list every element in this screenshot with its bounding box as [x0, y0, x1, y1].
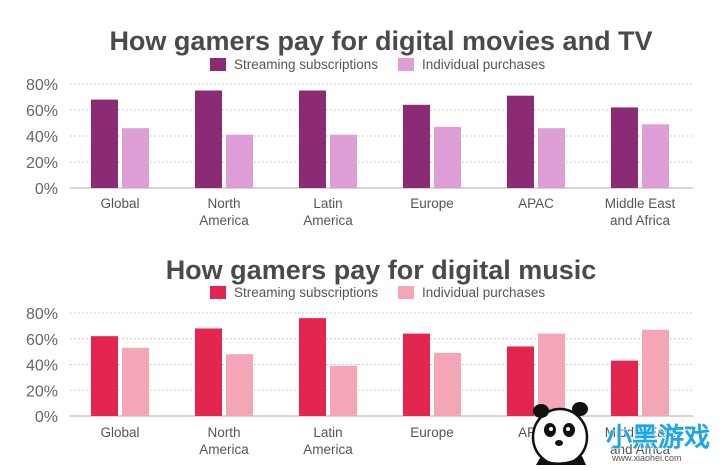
- y-tick-label: 40%: [26, 129, 58, 146]
- bar: [434, 126, 461, 188]
- legend-label: Individual purchases: [422, 57, 545, 72]
- bar: [611, 107, 638, 188]
- x-tick-label: Middle East and Africa: [605, 425, 676, 457]
- bar: [507, 95, 534, 188]
- x-tick-label: Middle East and Africa: [605, 196, 676, 228]
- y-tick-label: 60%: [26, 332, 58, 349]
- bar: [195, 90, 222, 188]
- watermark-title: 小黑游戏: [606, 422, 710, 452]
- y-tick-label: 40%: [26, 358, 58, 375]
- legend-swatch: [210, 58, 226, 71]
- bar: [91, 99, 118, 188]
- x-tick-label: Global: [100, 196, 139, 211]
- bar: [538, 333, 565, 416]
- legend-label: Streaming subscriptions: [234, 285, 378, 300]
- bar: [299, 318, 326, 416]
- bar: [226, 134, 253, 188]
- bar: [122, 128, 149, 188]
- x-tick-label: Europe: [410, 425, 454, 440]
- bar: [434, 352, 461, 416]
- bar: [403, 104, 430, 188]
- y-tick-label: 80%: [26, 306, 58, 323]
- bar: [642, 124, 669, 188]
- bar: [330, 134, 357, 188]
- bar: [91, 336, 118, 416]
- x-tick-label: Europe: [410, 196, 454, 211]
- x-tick-label: Latin America: [303, 196, 353, 228]
- x-tick-label: North America: [199, 425, 249, 457]
- y-tick-label: 20%: [26, 383, 58, 400]
- bar: [299, 90, 326, 188]
- bar: [195, 328, 222, 416]
- bar: [122, 347, 149, 416]
- y-tick-label: 0%: [35, 409, 58, 426]
- legend-swatch: [210, 286, 226, 299]
- legend-label: Individual purchases: [422, 285, 545, 300]
- bar: [226, 354, 253, 416]
- bar: [403, 333, 430, 416]
- bar: [507, 346, 534, 416]
- y-tick-label: 80%: [26, 77, 58, 94]
- y-tick-label: 20%: [26, 155, 58, 172]
- x-tick-label: Latin America: [303, 425, 353, 457]
- music-chart: How gamers pay for digital musicStreamin…: [26, 255, 693, 457]
- x-tick-label: APAC: [518, 196, 554, 211]
- movies-tv-chart: How gamers pay for digital movies and TV…: [26, 26, 693, 228]
- watermark-logo: 小黑游戏 www.xiaohei.com: [531, 402, 711, 467]
- y-tick-label: 0%: [35, 181, 58, 198]
- watermark-url: www.xiaohei.com: [611, 453, 682, 463]
- x-tick-label: North America: [199, 196, 249, 228]
- legend-label: Streaming subscriptions: [234, 57, 378, 72]
- bar: [538, 128, 565, 188]
- y-tick-label: 60%: [26, 103, 58, 120]
- bar: [611, 360, 638, 416]
- bar: [642, 329, 669, 416]
- legend-swatch: [398, 58, 414, 71]
- x-tick-label: Global: [100, 425, 139, 440]
- chart-title: How gamers pay for digital music: [166, 255, 597, 285]
- chart-title: How gamers pay for digital movies and TV: [109, 26, 652, 56]
- legend-swatch: [398, 286, 414, 299]
- bar: [330, 365, 357, 416]
- panda-icon: [531, 402, 589, 467]
